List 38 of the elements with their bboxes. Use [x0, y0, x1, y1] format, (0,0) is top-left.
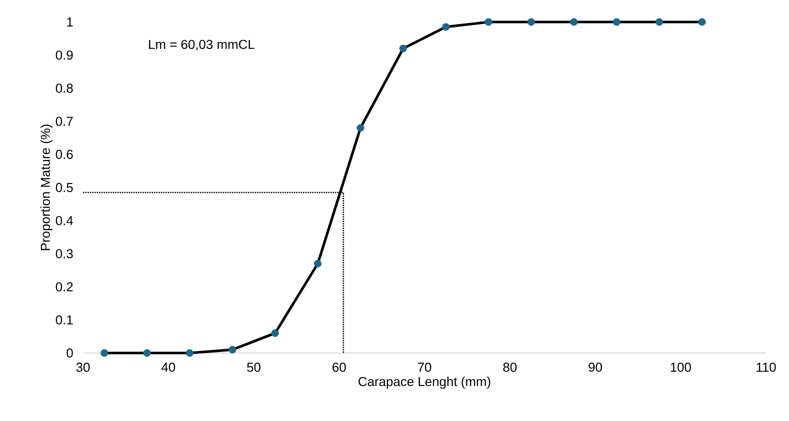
point — [143, 349, 151, 357]
point — [271, 329, 279, 337]
y-tick-label: 0.6 — [56, 150, 73, 159]
x-axis-title: Carapace Lenght (mm) — [358, 376, 490, 389]
y-tick-label: 1 — [67, 18, 73, 26]
point — [527, 18, 536, 26]
point — [356, 124, 364, 132]
point — [612, 18, 620, 26]
x-tick-label: 60 — [332, 362, 346, 372]
point — [186, 349, 194, 357]
x-tick-label: 80 — [503, 362, 517, 372]
point — [399, 44, 407, 52]
point — [228, 346, 236, 354]
y-tick-label: 0.3 — [56, 249, 73, 258]
x-tick-label: 40 — [161, 362, 176, 372]
annotation: Lm = 60,03 mmCL — [149, 40, 254, 51]
y-tick-label: 0.9 — [56, 50, 73, 60]
y-tick-label: 0 — [66, 348, 73, 358]
x-tick-label: 70 — [418, 362, 432, 372]
x-tick-label: 50 — [247, 362, 260, 372]
y-axis-title: Proportion Mature (%) — [40, 124, 53, 250]
y-tick-label: 0.4 — [56, 216, 73, 226]
x-tick-label: 100 — [670, 362, 691, 372]
point — [100, 349, 108, 357]
y-tick-label: 0.1 — [56, 315, 73, 324]
y-tick-label: 0.7 — [56, 116, 73, 126]
y-tick-label: 0.5 — [56, 182, 73, 192]
point — [656, 18, 664, 26]
point — [484, 18, 492, 26]
x-tick-label: 110 — [756, 362, 776, 372]
y-tick-label: 0.2 — [56, 282, 73, 292]
point — [442, 23, 450, 31]
y-tick-label: 0.8 — [56, 84, 73, 93]
x-tick-label: 30 — [76, 362, 90, 372]
point — [698, 18, 706, 26]
point — [570, 18, 578, 26]
x-tick-label: 90 — [588, 362, 602, 372]
point — [314, 260, 322, 268]
